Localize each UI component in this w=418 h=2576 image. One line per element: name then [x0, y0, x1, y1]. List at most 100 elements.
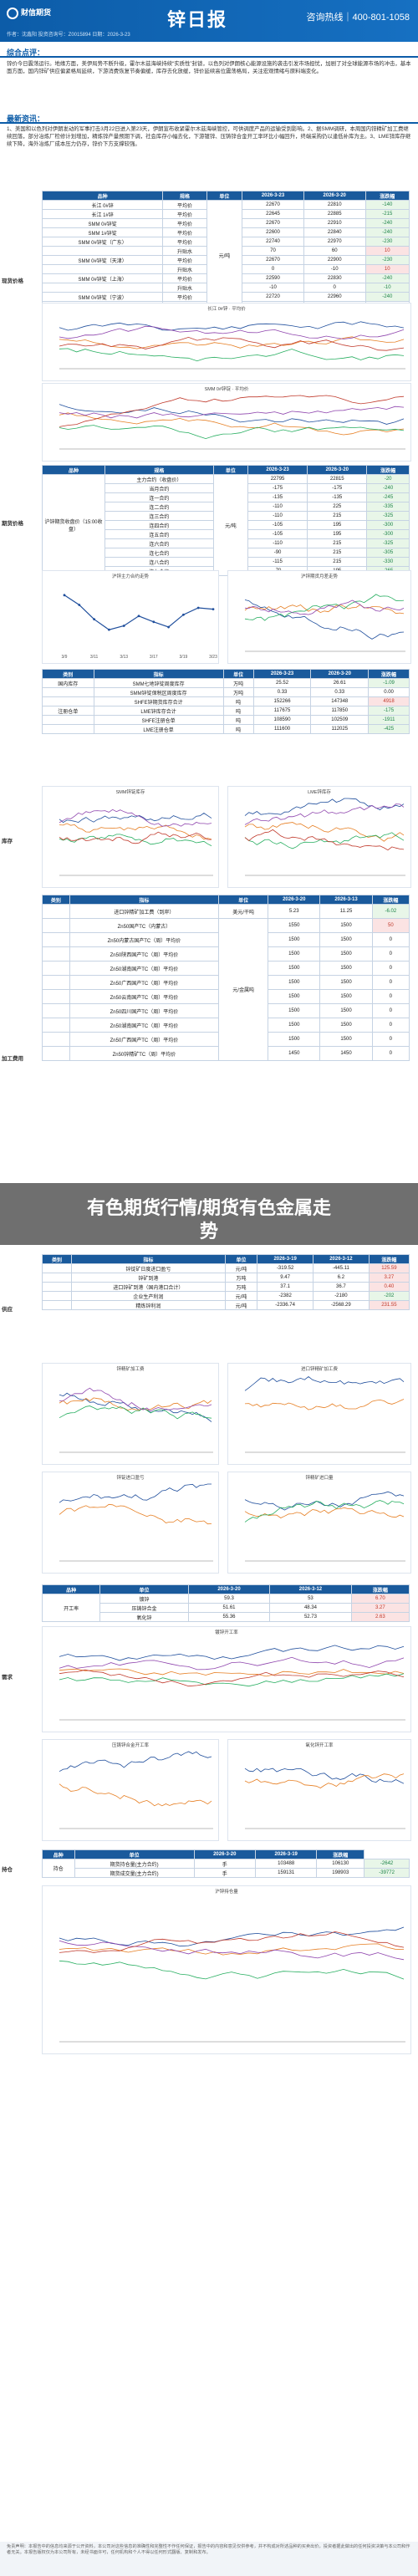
header-row: 品种 单位 2026-3-20 2026-3-12 涨跌幅: [41, 1584, 410, 1594]
table-cell: 连一合约: [104, 492, 214, 502]
table-cell: 3.27: [368, 1273, 410, 1283]
table-cell: 1500: [319, 932, 373, 947]
chart-title: 氧化锌开工率: [305, 1743, 334, 1748]
divider: [0, 56, 418, 58]
column-header: 单位: [212, 465, 248, 475]
table-cell: 升贴水: [162, 246, 207, 256]
table-cell: 6.70: [350, 1594, 410, 1604]
table-cell: 70: [242, 246, 304, 256]
table-cell: 0.33: [310, 687, 370, 697]
chart-svg: [244, 594, 405, 652]
table-cell: 22670: [242, 218, 304, 228]
table-cell: [41, 246, 164, 256]
table-cell: 117675: [252, 706, 312, 716]
table-cell: -115: [247, 557, 308, 567]
table-cell: LME锌库存合计: [93, 706, 224, 716]
table-row: 长江 0#锌 平均价 元/吨 22670 22810 -140: [41, 200, 410, 311]
table-cell: 进口锌精矿加工费（到岸）: [69, 904, 220, 919]
table-cell: 连五合约: [104, 529, 214, 539]
table-cell: 48.34: [269, 1603, 352, 1613]
table-cell: -2336.74: [257, 1300, 314, 1310]
table-cell: -202: [368, 1291, 410, 1301]
table-cell: 1550: [268, 918, 321, 933]
table-cell: 万吨: [224, 1282, 258, 1292]
table-cell: 企业生产利润: [71, 1291, 226, 1301]
table-cell: Zn50湖南国产TC（周）平均价: [69, 961, 220, 976]
table-cell: 22720: [242, 292, 304, 302]
column-header: 2026-3-23: [242, 191, 304, 201]
series-line: [244, 798, 405, 816]
table-cell: 长江 1#锌: [41, 209, 164, 219]
column-header: 2026-3-20: [303, 191, 366, 201]
category-spot: 现货价格: [2, 278, 23, 284]
series-line: [59, 425, 405, 440]
table-cell: 152266: [252, 696, 312, 706]
table-cell: 万吨: [222, 687, 254, 697]
table-cell: -135: [247, 492, 308, 502]
spot-price-table: 品种 规格 单位 2026-3-23 2026-3-20 涨跌幅 长江 0#锌 平均价 元/吨 2…: [41, 191, 410, 311]
table-cell: 手: [193, 1859, 256, 1869]
table-cell: -10: [364, 283, 410, 293]
table-cell: 5.23: [268, 904, 321, 919]
x-tick-label: 3/9: [62, 655, 68, 660]
table-cell: 万吨: [224, 1273, 258, 1283]
column-header: 规格: [104, 465, 214, 475]
table-cell: 1500: [319, 1003, 373, 1018]
table-cell: 精炼锌利润: [71, 1300, 226, 1310]
column-header: 2026-3-20: [193, 1849, 256, 1859]
table-cell: 平均价: [162, 237, 207, 247]
column-header: 品种: [42, 465, 105, 475]
series-line: [59, 1926, 405, 1947]
column-header: 涨跌幅: [350, 1584, 410, 1594]
table-cell: -325: [366, 511, 410, 521]
table-cell: Zn50广西国产TC（周）平均价: [69, 975, 220, 990]
table-cell: 1500: [268, 946, 321, 962]
table-cell: 连三合约: [104, 511, 214, 521]
table-cell: -245: [366, 492, 410, 502]
table-cell: [42, 724, 94, 734]
table-cell: 117850: [310, 706, 370, 716]
column-header: 单位: [224, 1254, 258, 1264]
chart-galv: 镀锌开工率: [42, 1626, 411, 1732]
header-row: 类别 指标 单位 2026-3-19 2026-3-12 涨跌幅: [41, 1254, 410, 1264]
table-cell: 1500: [319, 918, 373, 933]
table-cell: 0: [371, 1003, 410, 1018]
chart-die-cast: 压铸锌合金开工率: [42, 1739, 219, 1841]
table-cell: 持仓: [42, 1859, 75, 1878]
brand-logo: 财信期货: [7, 7, 51, 19]
table-cell: 22830: [303, 273, 366, 283]
table-cell: Zn50广西国产TC（周）平均价: [69, 1032, 220, 1047]
report-title: 锌日报: [167, 9, 228, 30]
table-cell: Zn50内蒙古国产TC（周）平均价: [69, 932, 220, 947]
column-header: 涨跌幅: [364, 191, 410, 201]
table-cell: SMM 0#锌锭（上海）: [41, 273, 164, 283]
table-row: 国内库存 SMM七地锌锭周度库存 万吨 25.52 26.61 -1.09: [42, 678, 410, 688]
column-header: 涨跌幅: [368, 669, 410, 679]
series-line: [59, 1931, 405, 1953]
column-header: 2026-3-23: [247, 465, 308, 475]
column-header: 单位: [74, 1849, 195, 1859]
table-cell: 195: [307, 529, 368, 539]
series-line: [244, 1399, 405, 1410]
table-cell: 37.1: [257, 1282, 314, 1292]
chart-title: 沪锌期货月差走势: [300, 574, 338, 579]
series-line: [59, 1397, 212, 1411]
table-cell: -2568.29: [313, 1300, 370, 1310]
table-cell: 22670: [242, 200, 304, 210]
start-rate-table: 品种 单位 2026-3-20 2026-3-12 涨跌幅 开工率 镀锌 59.3 53 6.70…: [41, 1584, 410, 1622]
table-cell: 沪锌期货收盘价（15:00收盘）: [42, 474, 105, 576]
table-cell: 0: [303, 283, 366, 293]
chart-svg: [59, 1926, 405, 2043]
table-cell: Zn50陕西国产TC（周）平均价: [69, 946, 220, 962]
table-cell: 0: [371, 1018, 410, 1033]
table-cell: [42, 1032, 70, 1047]
table-cell: 22810: [303, 200, 366, 210]
table-cell: 3.27: [350, 1603, 410, 1613]
table-cell: -300: [366, 520, 410, 530]
x-tick-label: 3/23: [209, 655, 217, 660]
table-cell: 锌锭矿日度进口盈亏: [71, 1263, 226, 1273]
series-line: [59, 809, 212, 827]
column-header: 指标: [69, 895, 220, 905]
series-line: [59, 1483, 212, 1503]
table-cell: 6.2: [313, 1273, 370, 1283]
